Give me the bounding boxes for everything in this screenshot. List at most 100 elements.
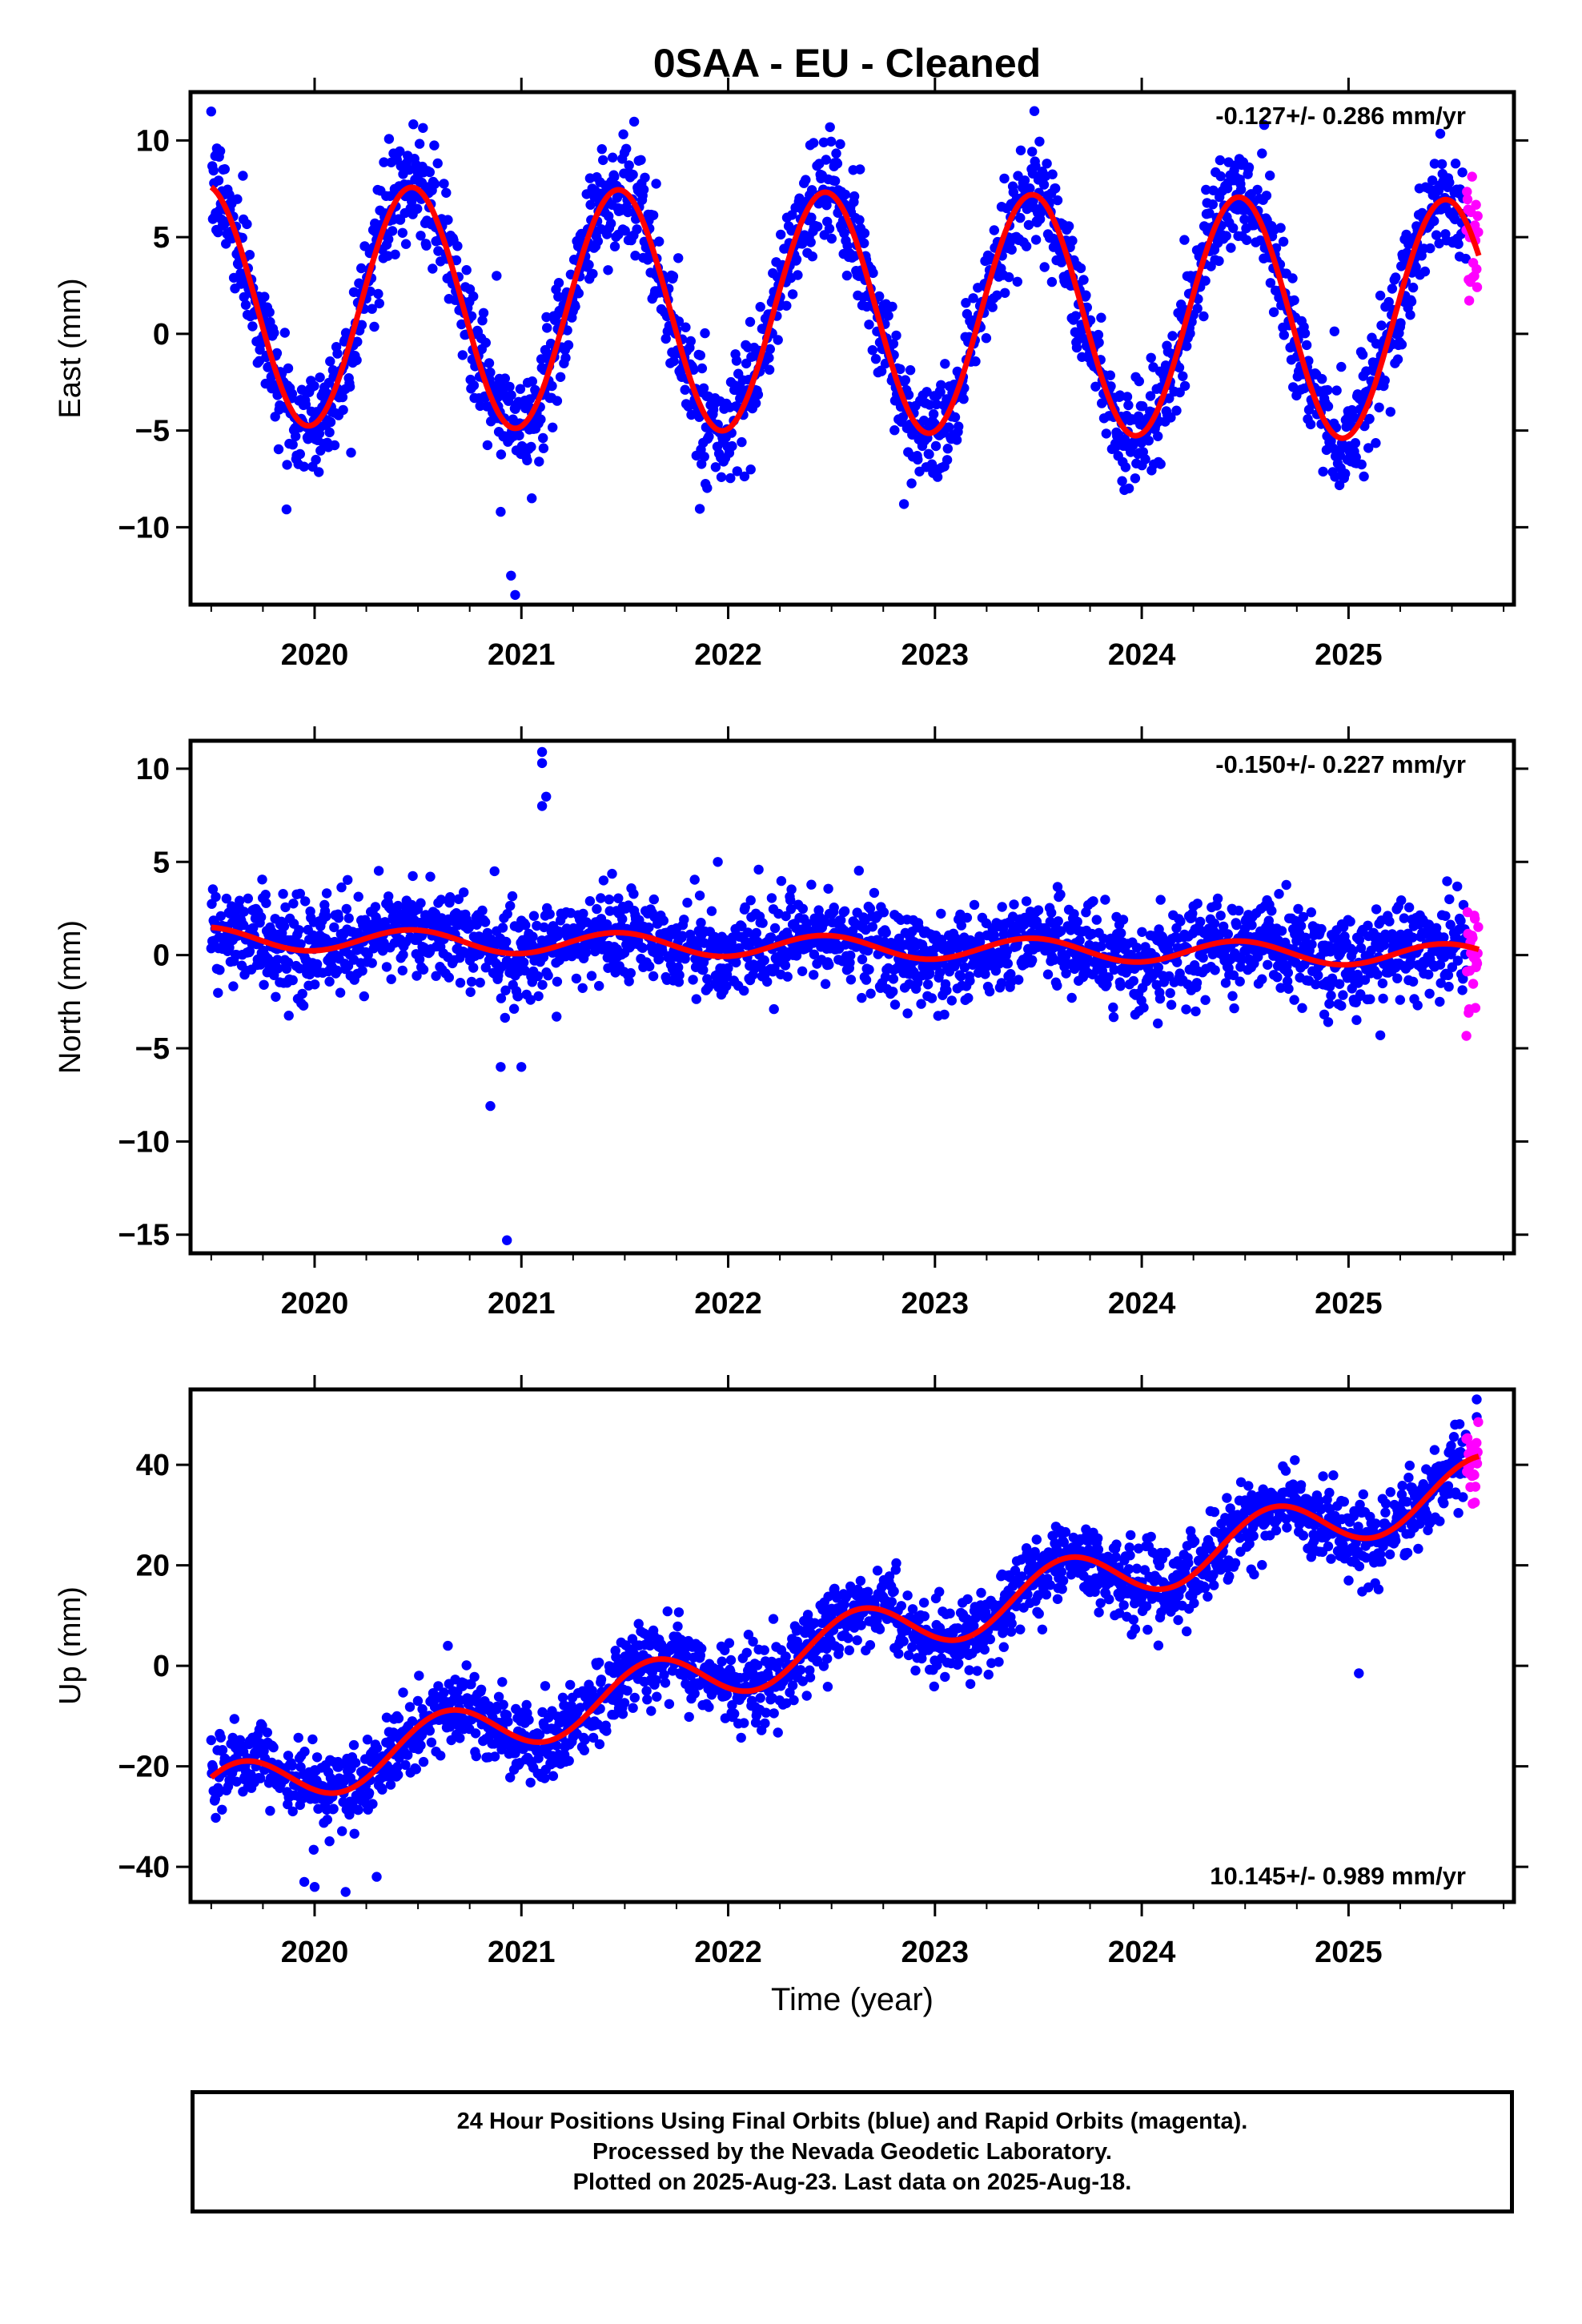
final-orbit-point xyxy=(825,122,835,132)
final-orbit-point xyxy=(942,455,953,465)
final-orbit-point xyxy=(553,278,564,288)
final-orbit-point xyxy=(732,466,742,476)
final-orbit-point xyxy=(287,440,298,450)
final-orbit-point xyxy=(1134,376,1145,387)
final-orbit-point xyxy=(1242,235,1252,245)
final-orbit-point xyxy=(1375,290,1386,301)
final-orbit-point xyxy=(525,1777,536,1788)
final-orbit-point xyxy=(867,922,878,932)
final-orbit-point xyxy=(1457,167,1468,178)
final-orbit-point xyxy=(644,922,654,933)
final-orbit-point xyxy=(414,139,425,149)
final-orbit-point xyxy=(781,300,792,311)
final-orbit-point xyxy=(694,891,705,901)
final-orbit-point xyxy=(1305,419,1316,430)
final-orbit-point xyxy=(592,236,603,247)
final-orbit-point xyxy=(1439,932,1449,943)
final-orbit-point xyxy=(824,959,834,970)
final-orbit-point xyxy=(532,971,543,982)
final-orbit-point xyxy=(539,922,549,933)
final-orbit-point xyxy=(704,431,714,442)
final-orbit-point xyxy=(1372,969,1383,980)
final-orbit-point xyxy=(337,392,348,403)
final-orbit-point xyxy=(996,978,1007,988)
final-orbit-point xyxy=(1023,219,1034,231)
final-orbit-point xyxy=(248,923,259,934)
final-orbit-point xyxy=(951,435,962,445)
rapid-orbit-point xyxy=(1464,296,1475,306)
final-orbit-point xyxy=(950,412,961,423)
final-orbit-point xyxy=(336,882,347,893)
final-orbit-point xyxy=(1215,155,1226,166)
final-orbit-point xyxy=(439,1687,449,1698)
final-orbit-point xyxy=(958,394,969,404)
final-orbit-point xyxy=(743,927,753,938)
up-data-points xyxy=(206,1394,1484,1897)
final-orbit-point xyxy=(287,388,298,399)
rapid-orbit-point xyxy=(1472,958,1483,969)
final-orbit-point xyxy=(596,144,607,155)
final-orbit-point xyxy=(1178,371,1188,381)
final-orbit-point xyxy=(500,1012,510,1023)
final-orbit-point xyxy=(217,1804,227,1815)
final-orbit-point xyxy=(1025,183,1035,194)
final-orbit-point xyxy=(235,895,245,906)
final-orbit-point xyxy=(1257,974,1267,984)
final-orbit-point xyxy=(215,1732,226,1743)
final-orbit-point xyxy=(398,1687,408,1698)
final-orbit-point xyxy=(570,301,580,312)
final-orbit-point xyxy=(1431,230,1442,240)
final-orbit-point xyxy=(1295,921,1307,931)
final-orbit-point xyxy=(864,320,874,330)
final-orbit-point xyxy=(805,237,816,247)
final-orbit-point xyxy=(538,443,549,453)
final-orbit-point xyxy=(987,302,998,312)
final-orbit-point xyxy=(913,454,923,465)
final-orbit-point xyxy=(1021,896,1032,907)
final-orbit-point xyxy=(1306,907,1317,918)
final-orbit-point xyxy=(264,307,275,318)
final-orbit-point xyxy=(501,936,512,947)
final-orbit-point xyxy=(853,866,865,876)
final-orbit-point xyxy=(780,960,791,971)
final-orbit-point xyxy=(211,1812,221,1823)
final-orbit-point xyxy=(1179,380,1191,392)
final-orbit-point xyxy=(1133,411,1144,421)
final-orbit-point xyxy=(588,268,598,279)
final-orbit-point xyxy=(1154,993,1166,1004)
final-orbit-point xyxy=(1123,400,1134,411)
final-orbit-point xyxy=(383,891,394,902)
east-model-curve xyxy=(209,184,1482,441)
final-orbit-point xyxy=(215,965,225,975)
final-orbit-point xyxy=(468,291,479,302)
final-orbit-point xyxy=(716,472,727,482)
final-orbit-point xyxy=(573,288,584,299)
final-orbit-point xyxy=(781,911,791,922)
final-orbit-point xyxy=(1364,413,1375,424)
final-orbit-point xyxy=(1072,916,1082,927)
final-orbit-point xyxy=(1075,263,1086,274)
final-orbit-point xyxy=(228,981,239,991)
final-orbit-point xyxy=(456,319,467,330)
final-orbit-point xyxy=(1137,927,1147,938)
final-orbit-point xyxy=(547,380,557,392)
final-orbit-point xyxy=(809,970,819,980)
final-orbit-point xyxy=(1259,119,1270,131)
final-orbit-point xyxy=(1278,236,1289,247)
final-orbit-point xyxy=(1164,393,1174,404)
final-orbit-point xyxy=(1047,169,1058,179)
final-orbit-point xyxy=(217,1745,228,1755)
final-orbit-point xyxy=(500,373,510,384)
final-orbit-point xyxy=(1006,244,1017,255)
final-orbit-point xyxy=(1063,221,1074,231)
final-orbit-point xyxy=(1425,243,1435,254)
final-orbit-point xyxy=(696,918,706,928)
final-orbit-point xyxy=(782,971,793,982)
final-orbit-point xyxy=(335,987,346,998)
final-orbit-point xyxy=(418,964,429,975)
final-orbit-point xyxy=(1181,1004,1191,1015)
final-orbit-point xyxy=(989,225,1000,235)
final-orbit-point xyxy=(624,160,634,171)
final-orbit-point xyxy=(596,893,606,903)
